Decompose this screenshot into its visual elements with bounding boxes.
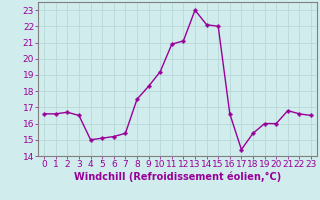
X-axis label: Windchill (Refroidissement éolien,°C): Windchill (Refroidissement éolien,°C) — [74, 172, 281, 182]
